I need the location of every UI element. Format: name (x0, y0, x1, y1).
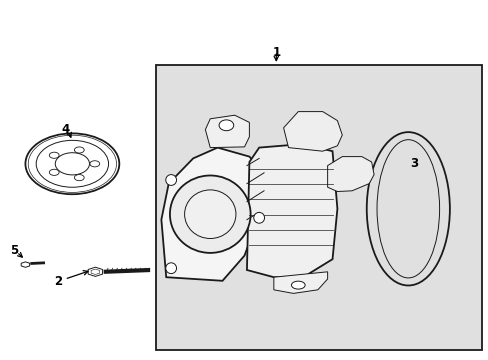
Polygon shape (273, 272, 327, 293)
Ellipse shape (49, 152, 59, 158)
Ellipse shape (49, 169, 59, 175)
Ellipse shape (376, 140, 439, 278)
Ellipse shape (74, 175, 84, 181)
Text: 2: 2 (54, 271, 88, 288)
Polygon shape (327, 157, 373, 192)
Text: 1: 1 (272, 46, 280, 59)
Ellipse shape (165, 175, 176, 185)
Text: 3: 3 (409, 157, 417, 170)
Text: 4: 4 (62, 123, 70, 136)
Ellipse shape (55, 153, 89, 175)
Polygon shape (283, 112, 342, 151)
Ellipse shape (366, 132, 449, 285)
Ellipse shape (28, 135, 116, 192)
Ellipse shape (219, 120, 233, 131)
Ellipse shape (291, 281, 305, 289)
Ellipse shape (165, 263, 176, 274)
Text: 5: 5 (11, 244, 19, 257)
Polygon shape (88, 267, 102, 276)
Polygon shape (205, 115, 249, 148)
Ellipse shape (253, 212, 264, 223)
Ellipse shape (184, 190, 235, 238)
Ellipse shape (90, 161, 100, 167)
Ellipse shape (74, 147, 84, 153)
Ellipse shape (170, 175, 250, 253)
Polygon shape (161, 148, 264, 281)
Ellipse shape (25, 134, 119, 194)
Bar (155, 65, 481, 350)
Ellipse shape (36, 140, 108, 187)
Polygon shape (246, 144, 337, 277)
Polygon shape (21, 262, 30, 267)
Polygon shape (91, 269, 100, 274)
